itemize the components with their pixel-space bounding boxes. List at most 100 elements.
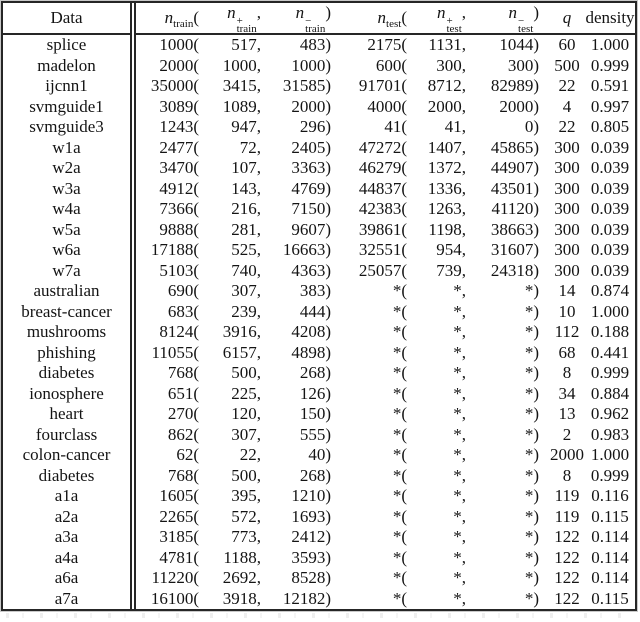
value-cell: 300,: [436, 55, 466, 75]
col-header-density: density: [585, 3, 635, 35]
table-row: phishing 11055(6157, 4898) *(*, *) 68 0.441: [3, 342, 635, 363]
value-cell: 268): [299, 465, 331, 485]
value-cell: *): [524, 281, 539, 300]
dataset-name-cell: svmguide3: [3, 117, 136, 138]
value-cell: *(: [392, 404, 407, 423]
value-cell: 3593): [291, 547, 331, 567]
dataset-name-cell: w6a: [3, 240, 136, 261]
value-cell: *(: [392, 588, 407, 608]
value-cell: 43501): [490, 178, 539, 198]
table-row: a4a 4781(1188, 3593) *(*, *) 122 0.114: [3, 547, 635, 568]
value-cell: 2: [562, 424, 572, 444]
dataset-name-cell: svmguide1: [3, 96, 136, 117]
value-cell: 444): [299, 301, 331, 321]
value-cell: *(: [392, 322, 407, 341]
dataset-name-cell: diabetes: [3, 465, 136, 486]
value-cell: 0): [524, 117, 539, 136]
value-cell: 3916,: [222, 322, 261, 341]
value-cell: 1000(: [159, 35, 199, 54]
value-cell: 3918,: [222, 588, 261, 608]
value-cell: 651(: [167, 383, 199, 403]
value-cell: 0.114: [591, 527, 629, 546]
table-row: fourclass 862(307, 555) *(*, *) 2 0.983: [3, 424, 635, 445]
value-cell: 8: [562, 465, 572, 485]
value-cell: 500,: [231, 363, 261, 382]
dataset-name-cell: a7a: [3, 588, 136, 609]
value-cell: 0.441: [590, 342, 630, 362]
dataset-name-cell: w4a: [3, 199, 136, 220]
value-cell: 0.039: [590, 137, 630, 157]
value-cell: 0.884: [590, 383, 630, 403]
value-cell: 7150): [291, 199, 331, 218]
value-cell: 10: [558, 301, 576, 321]
value-cell: 0.115: [591, 588, 629, 608]
col-header-n-train-pos: n + train,: [209, 3, 271, 35]
value-cell: *(: [392, 527, 407, 546]
value-cell: 739,: [436, 260, 466, 280]
value-cell: 4781(: [159, 547, 199, 567]
value-cell: 11220(: [151, 568, 199, 587]
value-cell: 44907): [490, 158, 539, 177]
table-row: w1a 2477(72, 2405) 47272(1407, 45865) 300 0.03…: [3, 137, 635, 158]
value-cell: 2000): [291, 96, 331, 116]
value-cell: 0.962: [590, 404, 630, 423]
value-cell: *): [524, 322, 539, 341]
value-cell: 11055(: [151, 342, 199, 362]
dataset-name-cell: a4a: [3, 547, 136, 568]
value-cell: 24318): [490, 260, 539, 280]
header-row: Data ntrain(n + train, n − train) ntest(n + test,…: [3, 3, 635, 35]
value-cell: 300): [507, 55, 539, 75]
value-cell: 0.039: [590, 158, 630, 177]
value-cell: 2000: [550, 445, 584, 464]
value-cell: 954,: [436, 240, 466, 259]
value-cell: 2477(: [159, 137, 199, 157]
table-row: mushrooms 8124(3916, 4208) *(*, *) 112 0.188: [3, 322, 635, 343]
value-cell: 300: [554, 137, 580, 157]
value-cell: 225,: [231, 383, 261, 403]
value-cell: 2405): [291, 137, 331, 157]
value-cell: 683(: [167, 301, 199, 321]
value-cell: 119: [554, 506, 580, 526]
value-cell: 0.874: [590, 281, 630, 300]
value-cell: 2000(: [159, 55, 199, 75]
value-cell: 1188,: [223, 547, 261, 567]
value-cell: 4208): [291, 322, 331, 341]
value-cell: 296): [299, 117, 331, 136]
dataset-name-cell: diabetes: [3, 363, 136, 384]
value-cell: 500: [554, 55, 580, 75]
value-cell: 0.591: [590, 76, 630, 95]
value-cell: 0.188: [590, 322, 630, 341]
value-cell: 45865): [490, 137, 539, 157]
table-row: heart 270(120, 150) *(*, *) 13 0.962: [3, 404, 635, 425]
value-cell: 4769): [291, 178, 331, 198]
value-cell: 0.116: [591, 486, 629, 505]
table-row: a7a 16100(3918, 12182) *(*, *) 122 0.115: [3, 588, 635, 609]
value-cell: 46279(: [358, 158, 407, 177]
value-cell: *): [524, 342, 539, 362]
value-cell: *(: [392, 363, 407, 382]
value-cell: 307,: [231, 424, 261, 444]
value-cell: 0.999: [590, 465, 630, 485]
table-row: svmguide3 1243(947, 296) 41(41, 0) 22 0.805: [3, 117, 635, 138]
value-cell: *(: [392, 465, 407, 485]
dataset-name-cell: phishing: [3, 342, 136, 363]
value-cell: 517,: [231, 35, 261, 54]
value-cell: *): [524, 363, 539, 382]
value-cell: 8124(: [159, 322, 199, 341]
value-cell: *(: [392, 301, 407, 321]
value-cell: 126): [299, 383, 331, 403]
dataset-name-cell: australian: [3, 281, 136, 302]
col-header-data: Data: [3, 3, 136, 35]
dataset-name-cell: w2a: [3, 158, 136, 179]
value-cell: 483): [299, 35, 331, 54]
value-cell: 122: [554, 547, 580, 567]
value-cell: *,: [453, 342, 466, 362]
value-cell: 525,: [231, 240, 261, 259]
value-cell: *(: [392, 506, 407, 526]
dataset-name-cell: a1a: [3, 486, 136, 507]
col-header-q: q: [549, 3, 585, 35]
value-cell: 38663): [490, 219, 539, 239]
value-cell: 16663): [282, 240, 331, 259]
value-cell: 0.999: [590, 363, 630, 382]
value-cell: 122: [554, 568, 580, 587]
